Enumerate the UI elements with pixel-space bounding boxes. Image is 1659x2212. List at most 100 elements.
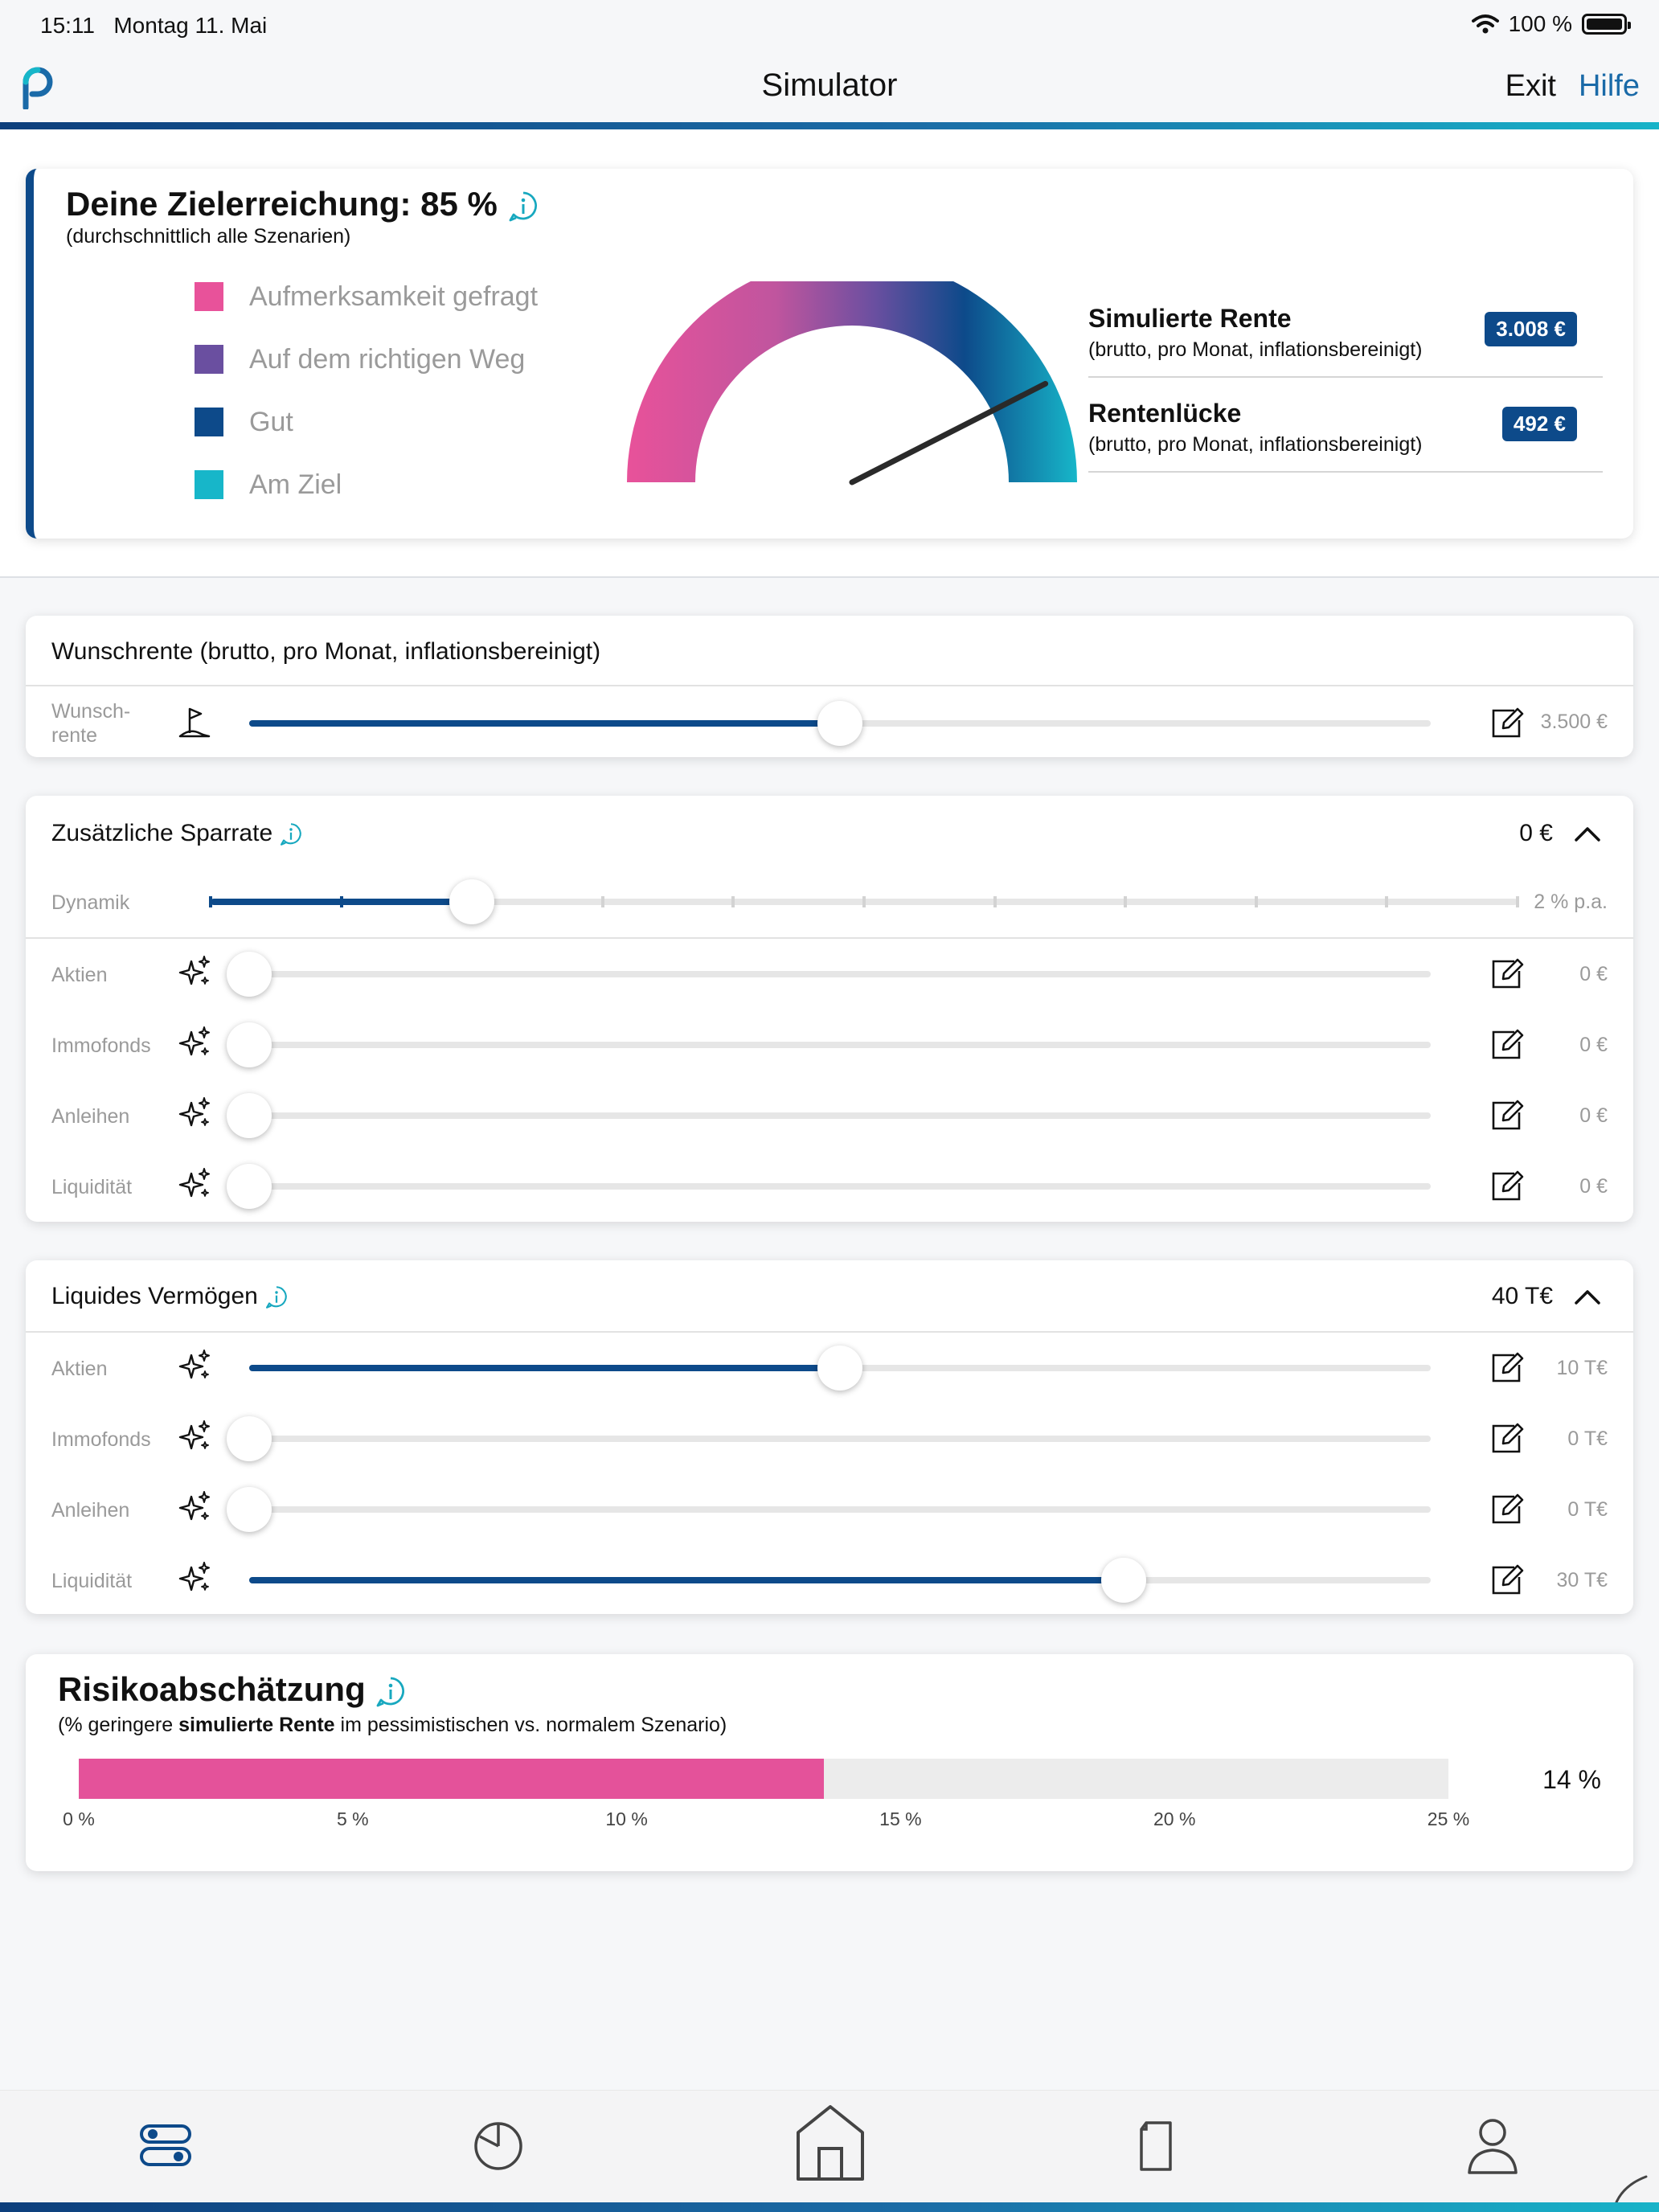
slider-tick [209, 896, 212, 907]
wish-pension-value: 3.500 € [1540, 711, 1608, 733]
slider-handle[interactable] [227, 1416, 272, 1461]
liquid-assets-card: Liquides Vermögen 40 T€ Aktien 10 T€ Imm… [26, 1260, 1633, 1614]
assets-title: Liquides Vermögen [51, 1283, 289, 1310]
savings-row-value: 0 € [1579, 963, 1608, 985]
savings-slider-stocks[interactable] [227, 952, 1431, 997]
wish-pension-card: Wunschrente (brutto, pro Monat, inflatio… [26, 616, 1633, 757]
help-button[interactable]: Hilfe [1578, 69, 1640, 103]
status-indicators: 100 % [1471, 11, 1631, 37]
exit-button[interactable]: Exit [1505, 69, 1556, 103]
slider-handle[interactable] [227, 1164, 272, 1209]
gauge-needle [849, 380, 1049, 485]
assets-row-label: Immofonds [51, 1428, 151, 1451]
assets-row-value: 0 T€ [1567, 1498, 1608, 1521]
chevron-up-icon[interactable] [1574, 825, 1601, 842]
wish-pension-slider[interactable] [249, 701, 1431, 746]
slider-handle[interactable] [227, 1487, 272, 1532]
slider-handle[interactable] [1100, 1558, 1146, 1603]
info-icon[interactable] [375, 1676, 407, 1708]
legend-swatch [195, 470, 223, 499]
info-icon[interactable] [264, 1285, 289, 1309]
edit-icon[interactable] [1489, 704, 1526, 741]
wish-pension-label: Wunsch- rente [51, 700, 131, 747]
tab-profile[interactable] [1456, 2108, 1529, 2181]
legend-swatch [195, 282, 223, 311]
edit-icon[interactable] [1489, 955, 1526, 992]
slider-handle[interactable] [227, 1022, 272, 1067]
savings-row-value: 0 € [1579, 1175, 1608, 1198]
tab-home[interactable] [792, 2102, 869, 2182]
slider-tick [1516, 896, 1519, 907]
assets-row-value: 0 T€ [1567, 1428, 1608, 1450]
pension-gap-badge: 492 € [1501, 407, 1577, 441]
dynamic-slider[interactable] [209, 879, 1519, 924]
sparkle-icon [178, 1561, 211, 1591]
tab-simulator[interactable] [130, 2108, 203, 2181]
battery-icon [1582, 14, 1631, 35]
savings-title: Zusätzliche Sparrate [51, 820, 303, 847]
assets-slider-liquidity[interactable] [249, 1558, 1431, 1603]
battery-percent: 100 % [1508, 11, 1572, 36]
slider-tick [862, 896, 866, 907]
risk-tick-label: 25 % [1427, 1809, 1470, 1829]
edit-icon[interactable] [1489, 1561, 1526, 1598]
edit-icon[interactable] [1489, 1096, 1526, 1133]
edit-icon[interactable] [1489, 1026, 1526, 1063]
savings-row-label: Aktien [51, 964, 108, 986]
wish-pension-title: Wunschrente (brutto, pro Monat, inflatio… [51, 638, 601, 665]
risk-value: 14 % [1542, 1765, 1601, 1794]
nav-accent-line [0, 122, 1659, 129]
tab-documents[interactable] [1124, 2108, 1196, 2181]
savings-row-label: Liquidität [51, 1176, 133, 1198]
assets-slider-bonds[interactable] [227, 1487, 1431, 1532]
savings-row-label: Immofonds [51, 1034, 151, 1057]
slider-tick [1124, 896, 1128, 907]
savings-row-label: Anleihen [51, 1105, 130, 1128]
tab-bar [0, 2090, 1659, 2202]
sparkle-icon [178, 1167, 211, 1198]
dynamic-value: 2 % p.a. [1534, 891, 1608, 913]
slider-handle[interactable] [817, 1346, 862, 1391]
tab-analysis[interactable] [462, 2108, 535, 2181]
info-icon[interactable] [507, 190, 539, 223]
assets-row-value: 10 T€ [1556, 1357, 1608, 1379]
goal-gauge [627, 281, 1077, 485]
chevron-up-icon[interactable] [1574, 1288, 1601, 1305]
savings-slider-realestate[interactable] [227, 1022, 1431, 1067]
legend-item: Auf dem richtigen Weg [195, 328, 538, 391]
sparkle-icon [178, 1096, 211, 1127]
gauge-legend: Aufmerksamkeit gefragt Auf dem richtigen… [195, 265, 538, 516]
slider-handle[interactable] [227, 952, 272, 997]
legend-swatch [195, 408, 223, 436]
risk-bar-fill [79, 1759, 824, 1799]
app-logo-icon [23, 67, 53, 109]
savings-slider-liquidity[interactable] [227, 1164, 1431, 1209]
status-time: 15:11 Montag 11. Mai [40, 13, 268, 38]
sparkle-icon [178, 955, 211, 985]
nav-bar: Simulator Exit Hilfe [0, 51, 1659, 124]
slider-handle[interactable] [227, 1093, 272, 1138]
edit-icon[interactable] [1489, 1490, 1526, 1527]
assets-slider-stocks[interactable] [249, 1346, 1431, 1391]
section-divider [0, 576, 1659, 578]
savings-row-value: 0 € [1579, 1104, 1608, 1127]
page-title: Simulator [761, 68, 898, 103]
dynamic-label: Dynamik [51, 891, 130, 914]
edit-icon[interactable] [1489, 1419, 1526, 1456]
status-bar: 15:11 Montag 11. Mai 100 % [0, 0, 1659, 51]
slider-tick [1254, 896, 1258, 907]
risk-tick-label: 0 % [63, 1809, 95, 1829]
slider-handle[interactable] [449, 879, 495, 924]
sparkle-icon [178, 1026, 211, 1056]
slider-handle[interactable] [817, 701, 862, 746]
savings-slider-bonds[interactable] [227, 1093, 1431, 1138]
legend-item: Aufmerksamkeit gefragt [195, 265, 538, 328]
risk-bar [79, 1759, 1448, 1799]
info-icon[interactable] [279, 822, 303, 846]
risk-assessment-card: Risikoabschätzung (% geringere simuliert… [26, 1654, 1633, 1871]
assets-total: 40 T€ [1491, 1283, 1553, 1309]
assets-slider-realestate[interactable] [227, 1416, 1431, 1461]
edit-icon[interactable] [1489, 1167, 1526, 1204]
edit-icon[interactable] [1489, 1349, 1526, 1386]
risk-title: Risikoabschätzung [58, 1670, 407, 1709]
